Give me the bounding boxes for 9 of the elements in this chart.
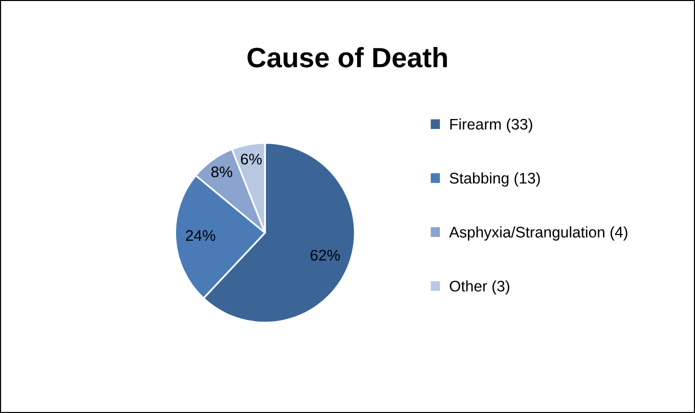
- data-label: 8%: [211, 166, 232, 178]
- legend-label: Stabbing (13): [450, 172, 540, 187]
- legend-label: Other (3): [450, 280, 510, 295]
- data-label: 6%: [240, 154, 262, 165]
- data-label: 62%: [310, 250, 340, 261]
- legend-label: Firearm (33): [450, 118, 532, 133]
- legend-label: Asphyxia/Strangulation (4): [449, 226, 628, 241]
- chart-title: Cause of Death: [248, 47, 447, 68]
- data-label: 24%: [186, 230, 216, 241]
